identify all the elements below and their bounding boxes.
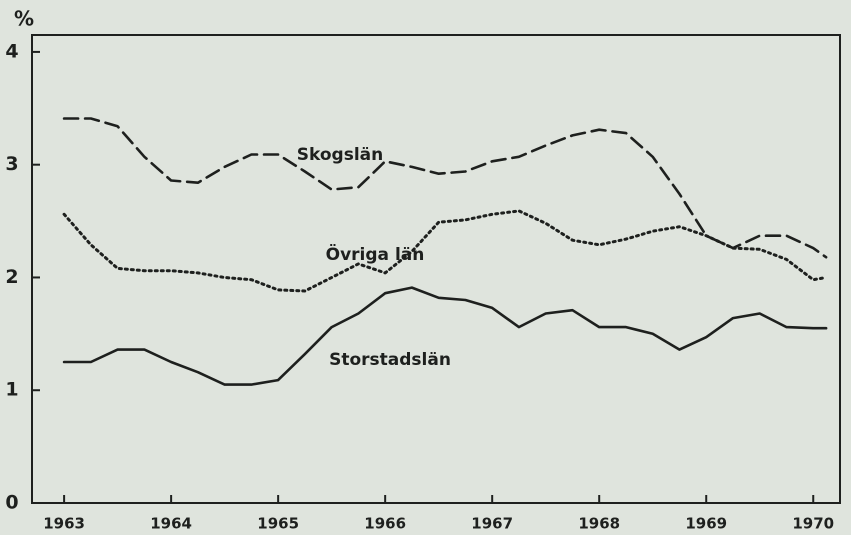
y-tick-label: 2: [5, 266, 18, 288]
x-tick-label: 1964: [150, 515, 192, 533]
y-tick-label: 1: [5, 379, 18, 401]
x-tick-label: 1969: [685, 515, 727, 533]
y-tick-label: 4: [5, 40, 18, 62]
x-tick-label: 1965: [257, 515, 299, 533]
y-tick-label: 0: [5, 492, 18, 514]
y-axis-label: %: [14, 7, 34, 31]
x-tick-label: 1967: [471, 515, 513, 533]
x-tick-label: 1966: [364, 515, 406, 533]
series-label: Skogslän: [297, 145, 383, 165]
series-line: [62, 209, 828, 293]
plot-frame: [31, 34, 841, 504]
series-line: [62, 286, 828, 386]
series-label: Storstadslän: [329, 350, 451, 370]
x-tick-label: 1968: [578, 515, 620, 533]
series-label: Övriga län: [326, 243, 425, 265]
x-tick-label: 1970: [792, 515, 834, 533]
x-tick-label: 1963: [43, 515, 85, 533]
y-tick-label: 3: [5, 153, 18, 175]
